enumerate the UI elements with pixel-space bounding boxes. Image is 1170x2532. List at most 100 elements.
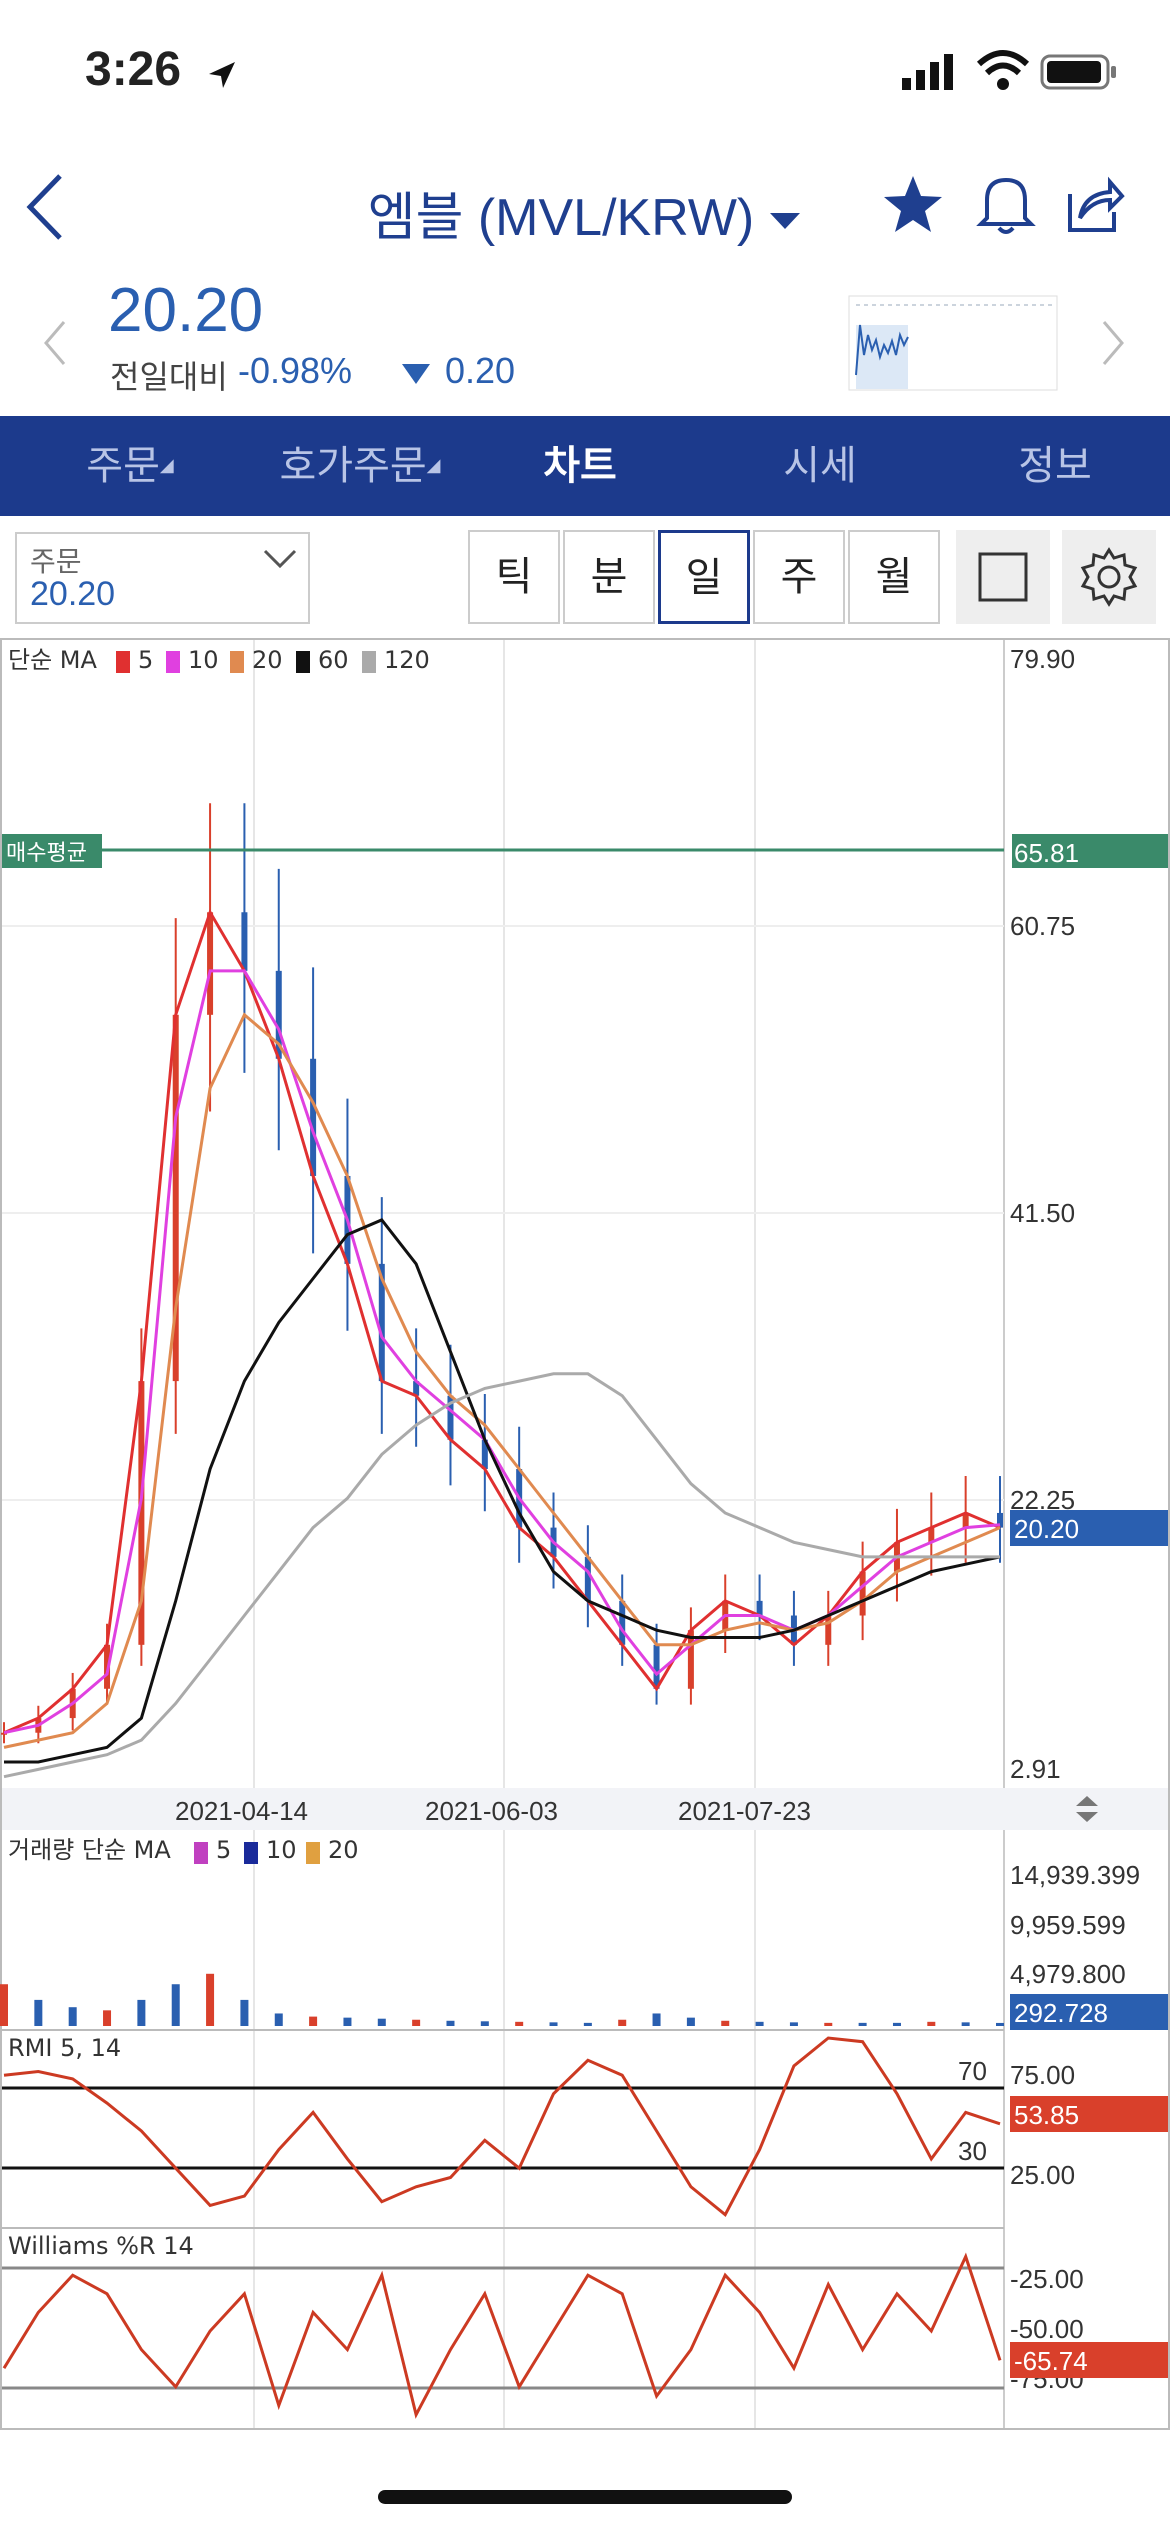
- volume-bar: [412, 2019, 421, 2026]
- wifi-icon: [976, 50, 1030, 90]
- rmi-title: RMI 5, 14: [8, 2034, 121, 2062]
- gear-icon: [1080, 547, 1138, 607]
- candle-body: [138, 1381, 145, 1645]
- candle-body: [378, 1263, 385, 1382]
- volume-bar: [961, 2022, 970, 2026]
- coin-title-text: 엠블 (MVL/KRW): [367, 189, 755, 247]
- prev-coin-button[interactable]: [40, 318, 70, 368]
- williams-ytick: -50.00: [1010, 2314, 1084, 2344]
- volume-bar: [274, 2013, 283, 2026]
- status-time: 3:26: [85, 43, 182, 96]
- volume-bar: [343, 2017, 352, 2026]
- coin-title[interactable]: 엠블 (MVL/KRW): [0, 175, 1170, 250]
- tab-orderbook-order[interactable]: 호가주문◢: [260, 416, 460, 516]
- x-tick-label: 2021-07-23: [678, 1796, 811, 1826]
- ma60-label: 60: [318, 646, 349, 674]
- vol-ma10-swatch: [244, 1842, 258, 1864]
- layout-toggle-button[interactable]: [956, 530, 1050, 624]
- ma-5-line: [3, 908, 1001, 1735]
- ma120-label: 120: [384, 646, 430, 674]
- candle-body: [481, 1439, 488, 1470]
- volume-bar: [583, 2022, 592, 2026]
- vol-ma20-label: 20: [328, 1836, 359, 1864]
- vol-ma10-label: 10: [266, 1836, 297, 1864]
- volume-bar: [892, 2022, 901, 2026]
- price-ytick: 60.75: [1010, 911, 1075, 941]
- chart-settings-button[interactable]: [1062, 530, 1156, 624]
- mini-chart[interactable]: [848, 295, 1058, 391]
- down-triangle-icon: [402, 364, 430, 384]
- candle-body: [584, 1556, 591, 1601]
- average-buy-tag: [2, 834, 102, 868]
- battery-icon: [1040, 54, 1116, 90]
- candle-body: [962, 1512, 969, 1528]
- moving-average-lines: [3, 908, 1001, 1779]
- tab-info[interactable]: 정보: [975, 416, 1135, 516]
- candle-body: [928, 1527, 935, 1543]
- volume-bar: [137, 1999, 146, 2026]
- volume-bar: [240, 1999, 249, 2026]
- volume-bar: [686, 2017, 695, 2026]
- volume-bar: [68, 2007, 77, 2026]
- volume-bar: [824, 2022, 833, 2026]
- price-ytick: 41.50: [1010, 1198, 1075, 1228]
- share-icon[interactable]: [1060, 172, 1126, 238]
- tab-chart-label: 차트: [543, 443, 617, 489]
- candle-body: [310, 1058, 317, 1176]
- ma60-swatch: [296, 651, 310, 673]
- home-indicator[interactable]: [378, 2490, 792, 2504]
- current-price: 20.20: [108, 276, 264, 345]
- volume-current-tag: [1010, 1994, 1168, 2030]
- candle-body: [687, 1630, 694, 1689]
- period-month-button[interactable]: 월: [848, 530, 940, 624]
- main-tab-bar: 주문◢ 호가주문◢ 차트 시세 정보: [0, 416, 1170, 516]
- submenu-corner-icon: ◢: [159, 455, 174, 476]
- tab-order[interactable]: 주문◢: [40, 416, 220, 516]
- volume-bar: [858, 2022, 867, 2026]
- order-price-box[interactable]: [15, 532, 310, 624]
- rmi-ytick: 75.00: [1010, 2060, 1075, 2090]
- panel-resize-handle-icon[interactable]: [1076, 1796, 1098, 1822]
- ma-60-line: [4, 1218, 1001, 1764]
- price-ytick: 79.90: [1010, 644, 1075, 674]
- tab-market-price[interactable]: 시세: [740, 416, 900, 516]
- ma5-swatch: [116, 651, 130, 673]
- tab-orderbook-order-label: 호가주문: [279, 443, 427, 489]
- next-coin-button[interactable]: [1098, 318, 1128, 368]
- vol-ma20-swatch: [306, 1842, 320, 1864]
- tab-chart[interactable]: 차트: [500, 416, 660, 516]
- candle-body: [997, 1512, 1003, 1528]
- chevron-down-icon[interactable]: [262, 548, 298, 570]
- change-label: 전일대비: [110, 358, 228, 396]
- average-buy-label: 매수평균: [6, 841, 87, 866]
- period-tick-button[interactable]: 틱: [468, 530, 560, 624]
- williams-ytick: -25.00: [1010, 2264, 1084, 2294]
- williams-line: [2, 2252, 1002, 2419]
- change-amount: 0.20: [445, 350, 516, 391]
- back-button[interactable]: [20, 170, 70, 244]
- ma-10-line: [3, 969, 1001, 1735]
- period-day-button[interactable]: 일: [658, 530, 750, 624]
- chart-area[interactable]: 매수평균 65.81 단순 MA 5 10 20 60 120 79.90 60…: [0, 638, 1170, 2430]
- favorite-star-icon[interactable]: [880, 172, 946, 236]
- current-price-tag: [1010, 1510, 1168, 1546]
- volume-bar: [446, 2020, 455, 2026]
- volume-legend-title: 거래량 단순 MA: [8, 1836, 171, 1864]
- volume-bars: [0, 1973, 1004, 2026]
- volume-bar: [515, 2021, 524, 2026]
- period-minute-button[interactable]: 분: [563, 530, 655, 624]
- x-tick-label: 2021-04-14: [175, 1796, 308, 1826]
- volume-bar: [549, 2022, 558, 2026]
- volume-bar: [34, 1999, 43, 2026]
- ma20-swatch: [230, 651, 244, 673]
- volume-bar: [652, 2013, 661, 2026]
- average-buy-value-tag: [1012, 834, 1168, 868]
- order-label: 주문: [30, 545, 82, 578]
- tab-order-label: 주문: [86, 443, 160, 489]
- volume-bar: [618, 2019, 627, 2026]
- rmi-ytick: 25.00: [1010, 2160, 1075, 2190]
- alert-bell-icon[interactable]: [975, 172, 1037, 238]
- period-week-button[interactable]: 주: [753, 530, 845, 624]
- vol-ma5-swatch: [194, 1842, 208, 1864]
- volume-bar: [309, 2016, 318, 2026]
